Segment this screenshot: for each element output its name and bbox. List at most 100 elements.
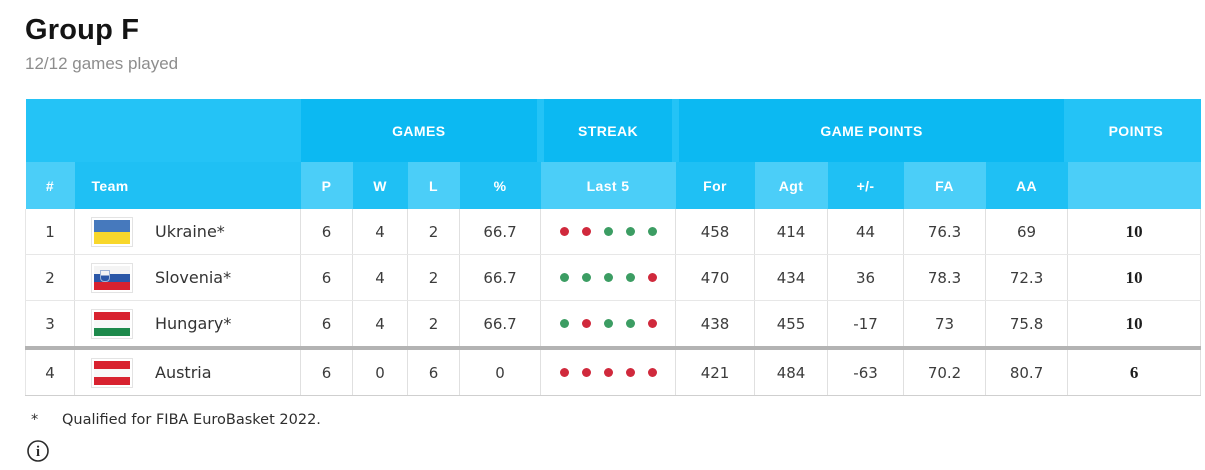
column-header-last5: Last 5 <box>540 162 676 209</box>
streak-cell <box>540 209 677 255</box>
rank-cell: 2 <box>25 254 75 301</box>
plus-minus-cell: -17 <box>827 300 905 349</box>
points-cell: 10 <box>1067 300 1202 349</box>
ukraine-flag-icon <box>91 216 133 247</box>
streak-win-dot <box>559 319 569 328</box>
streak-loss-dot <box>559 368 569 377</box>
group-header-row: GAMES STREAK GAME POINTS POINTS <box>25 99 1201 162</box>
team-cell: Ukraine* <box>74 209 301 255</box>
column-header-fa: FA <box>903 162 986 209</box>
streak-cell <box>540 346 677 396</box>
streak-win-dot <box>603 273 613 282</box>
team-cell: Austria <box>74 346 301 396</box>
group-header-blank <box>25 99 301 162</box>
column-header-played: P <box>300 162 353 209</box>
footnote-asterisk: * <box>31 412 39 428</box>
team-name[interactable]: Austria <box>155 363 212 382</box>
rank-cell: 3 <box>25 300 75 349</box>
for-cell: 458 <box>675 209 756 255</box>
against-cell: 484 <box>754 346 829 396</box>
footnote: * Qualified for FIBA EuroBasket 2022. <box>25 412 1205 428</box>
win-pct-cell: 66.7 <box>459 209 542 255</box>
played-cell: 6 <box>300 209 353 255</box>
plus-minus-cell: 36 <box>827 254 905 301</box>
column-header-team: Team <box>74 162 301 209</box>
austria-flag-icon <box>91 357 133 388</box>
losses-cell: 2 <box>407 209 460 255</box>
group-header-points: POINTS <box>1064 99 1201 162</box>
wins-cell: 0 <box>352 346 408 396</box>
team-cell: Slovenia* <box>74 254 301 301</box>
team-name[interactable]: Ukraine* <box>155 222 225 241</box>
streak-win-dot <box>625 273 635 282</box>
column-header-for: For <box>675 162 755 209</box>
team-name[interactable]: Slovenia* <box>155 268 232 287</box>
streak-win-dot <box>559 273 569 282</box>
for-cell: 470 <box>675 254 756 301</box>
column-header-rank: # <box>25 162 75 209</box>
win-pct-cell: 66.7 <box>459 254 542 301</box>
streak-win-dot <box>625 319 635 328</box>
wins-cell: 4 <box>352 300 408 349</box>
played-cell: 6 <box>300 300 353 349</box>
wins-cell: 4 <box>352 209 408 255</box>
streak-loss-dot <box>625 368 635 377</box>
plus-minus-cell: -63 <box>827 346 905 396</box>
played-cell: 6 <box>300 346 353 396</box>
streak-loss-dot <box>647 319 657 328</box>
points-cell: 6 <box>1067 346 1202 396</box>
for-cell: 421 <box>675 346 756 396</box>
streak-win-dot <box>603 319 613 328</box>
against-cell: 414 <box>754 209 829 255</box>
team-name[interactable]: Hungary* <box>155 314 232 333</box>
against-cell: 455 <box>754 300 829 349</box>
table-row: 1 Ukraine* 6 4 2 66.7 458 414 44 76.3 69 10 <box>25 209 1202 255</box>
table-row: 2 Slovenia* 6 4 2 66.7 470 434 36 78.3 72.3 10 <box>25 254 1202 301</box>
group-header-streak: STREAK <box>537 99 676 162</box>
streak-cell <box>540 300 677 349</box>
streak-loss-dot <box>581 227 591 236</box>
aa-cell: 75.8 <box>985 300 1069 349</box>
points-cell: 10 <box>1067 209 1202 255</box>
fa-cell: 78.3 <box>903 254 987 301</box>
losses-cell: 2 <box>407 300 460 349</box>
losses-cell: 6 <box>407 346 460 396</box>
fa-cell: 76.3 <box>903 209 987 255</box>
column-header-against: Agt <box>754 162 828 209</box>
streak-loss-dot <box>647 273 657 282</box>
played-cell: 6 <box>300 254 353 301</box>
column-header-losses: L <box>407 162 460 209</box>
losses-cell: 2 <box>407 254 460 301</box>
info-icon[interactable]: i <box>26 439 50 463</box>
streak-cell <box>540 254 677 301</box>
streak-win-dot <box>581 273 591 282</box>
standings-table: GAMES STREAK GAME POINTS POINTS # Team P… <box>25 99 1202 396</box>
win-pct-cell: 66.7 <box>459 300 542 349</box>
group-header-game-points: GAME POINTS <box>672 99 1068 162</box>
aa-cell: 80.7 <box>985 346 1069 396</box>
team-cell: Hungary* <box>74 300 301 349</box>
table-row: 4 Austria 6 0 6 0 421 484 -63 70.2 80.7 6 <box>25 346 1202 396</box>
games-played-subtitle: 12/12 games played <box>25 54 179 73</box>
column-header-aa: AA <box>985 162 1068 209</box>
for-cell: 438 <box>675 300 756 349</box>
streak-win-dot <box>647 227 657 236</box>
footnote-text: Qualified for FIBA EuroBasket 2022. <box>62 412 321 428</box>
streak-win-dot <box>625 227 635 236</box>
column-header-wins: W <box>352 162 408 209</box>
table-body: 1 Ukraine* 6 4 2 66.7 458 414 44 76.3 69 10 2 Sloveni… <box>25 209 1202 396</box>
column-header-plus-minus: +/- <box>827 162 904 209</box>
group-header-games: GAMES <box>300 99 541 162</box>
slovenia-flag-icon <box>91 262 133 293</box>
svg-text:i: i <box>36 444 40 460</box>
fa-cell: 73 <box>903 300 987 349</box>
table-header: GAMES STREAK GAME POINTS POINTS # Team P… <box>25 99 1201 209</box>
wins-cell: 4 <box>352 254 408 301</box>
points-cell: 10 <box>1067 254 1202 301</box>
streak-loss-dot <box>647 368 657 377</box>
rank-cell: 1 <box>25 209 75 255</box>
plus-minus-cell: 44 <box>827 209 905 255</box>
table-row: 3 Hungary* 6 4 2 66.7 438 455 -17 73 75.8 10 <box>25 300 1202 349</box>
streak-win-dot <box>603 227 613 236</box>
